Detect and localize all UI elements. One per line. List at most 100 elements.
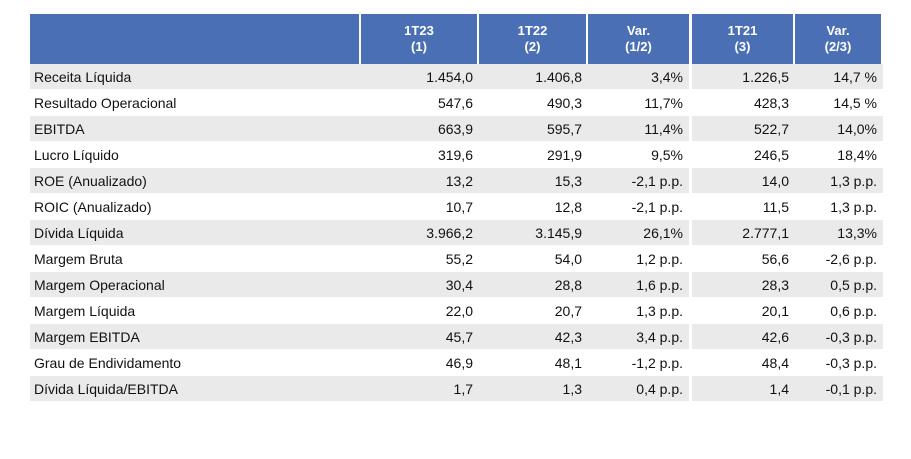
- var-2-3: 13,3%: [795, 220, 883, 246]
- value-1t22: 3.145,9: [479, 220, 588, 246]
- value-1t21: 428,3: [692, 90, 795, 116]
- value-1t22: 42,3: [479, 324, 588, 350]
- var-1-2: 26,1%: [588, 220, 692, 246]
- value-1t22: 1.406,8: [479, 64, 588, 90]
- header-line-1: 1T23: [404, 23, 434, 38]
- table-row: ROE (Anualizado) 13,2 15,3 -2,1 p.p. 14,0 1,3…: [30, 168, 883, 194]
- table-row: Dívida Líquida 3.966,2 3.145,9 26,1% 2.777,1…: [30, 220, 883, 246]
- value-1t22: 1,3: [479, 376, 588, 402]
- value-1t22: 15,3: [479, 168, 588, 194]
- value-1t21: 1.226,5: [692, 64, 795, 90]
- var-2-3: 0,5 p.p.: [795, 272, 883, 298]
- table-row: Receita Líquida 1.454,0 1.406,8 3,4% 1.226,5…: [30, 64, 883, 90]
- var-2-3: 14,7 %: [795, 64, 883, 90]
- var-1-2: 0,4 p.p.: [588, 376, 692, 402]
- header-line-1: 1T22: [517, 23, 548, 38]
- value-1t22: 28,8: [479, 272, 588, 298]
- value-1t21: 28,3: [692, 272, 795, 298]
- value-1t22: 20,7: [479, 298, 588, 324]
- header-line-2: (1): [411, 39, 427, 54]
- value-1t23: 30,4: [361, 272, 479, 298]
- var-2-3: -2,6 p.p.: [795, 246, 883, 272]
- table-row: Margem Líquida 22,0 20,7 1,3 p.p. 20,1 0,6 p.…: [30, 298, 883, 324]
- var-2-3: -0,3 p.p.: [795, 350, 883, 376]
- value-1t21: 14,0: [692, 168, 795, 194]
- col-var-1-2-header: Var. (1/2): [588, 14, 692, 64]
- value-1t23: 1,7: [361, 376, 479, 402]
- value-1t23: 319,6: [361, 142, 479, 168]
- var-1-2: 11,4%: [588, 116, 692, 142]
- table-row: Margem Bruta 55,2 54,0 1,2 p.p. 56,6 -2,6 p.p…: [30, 246, 883, 272]
- row-label: Margem Operacional: [30, 272, 361, 298]
- table-row: Dívida Líquida/EBITDA 1,7 1,3 0,4 p.p. 1,4 -0…: [30, 376, 883, 402]
- value-1t23: 13,2: [361, 168, 479, 194]
- value-1t21: 2.777,1: [692, 220, 795, 246]
- header-line-2: (1/2): [625, 39, 652, 54]
- var-1-2: 3,4%: [588, 64, 692, 90]
- value-1t23: 663,9: [361, 116, 479, 142]
- table-row: EBITDA 663,9 595,7 11,4% 522,7 14,0%: [30, 116, 883, 142]
- value-1t22: 54,0: [479, 246, 588, 272]
- table-row: Lucro Líquido 319,6 291,9 9,5% 246,5 18,4%: [30, 142, 883, 168]
- row-label: Dívida Líquida: [30, 220, 361, 246]
- col-1t22-header: 1T22 (2): [479, 14, 588, 64]
- var-2-3: -0,3 p.p.: [795, 324, 883, 350]
- var-2-3: 14,0%: [795, 116, 883, 142]
- header-line-1: Var.: [626, 23, 651, 38]
- value-1t22: 490,3: [479, 90, 588, 116]
- var-1-2: -2,1 p.p.: [588, 168, 692, 194]
- header-row: 1T23 (1) 1T22 (2) Var. (1/2) 1T21 (3) Var. (2/3): [30, 14, 883, 64]
- financial-table-container: 1T23 (1) 1T22 (2) Var. (1/2) 1T21 (3) Var. (2/3) …: [30, 14, 883, 402]
- value-1t21: 522,7: [692, 116, 795, 142]
- value-1t21: 1,4: [692, 376, 795, 402]
- value-1t23: 547,6: [361, 90, 479, 116]
- var-1-2: 3,4 p.p.: [588, 324, 692, 350]
- header-line-2: (2/3): [824, 39, 852, 54]
- row-label: Dívida Líquida/EBITDA: [30, 376, 361, 402]
- value-1t23: 55,2: [361, 246, 479, 272]
- value-1t23: 3.966,2: [361, 220, 479, 246]
- var-1-2: 1,3 p.p.: [588, 298, 692, 324]
- row-label: EBITDA: [30, 116, 361, 142]
- value-1t23: 10,7: [361, 194, 479, 220]
- var-2-3: 1,3 p.p.: [795, 194, 883, 220]
- table-row: Grau de Endividamento 46,9 48,1 -1,2 p.p. 48…: [30, 350, 883, 376]
- row-label: Receita Líquida: [30, 64, 361, 90]
- var-2-3: 14,5 %: [795, 90, 883, 116]
- value-1t21: 246,5: [692, 142, 795, 168]
- header-line-1: Var.: [826, 23, 850, 38]
- table-row: Margem Operacional 30,4 28,8 1,6 p.p. 28,3 0,…: [30, 272, 883, 298]
- value-1t23: 1.454,0: [361, 64, 479, 90]
- value-1t22: 291,9: [479, 142, 588, 168]
- table-row: Margem EBITDA 45,7 42,3 3,4 p.p. 42,6 -0,3 p.…: [30, 324, 883, 350]
- value-1t21: 20,1: [692, 298, 795, 324]
- label-col-header: [30, 14, 361, 64]
- var-2-3: 18,4%: [795, 142, 883, 168]
- value-1t23: 45,7: [361, 324, 479, 350]
- value-1t21: 42,6: [692, 324, 795, 350]
- value-1t21: 48,4: [692, 350, 795, 376]
- table-body: Receita Líquida 1.454,0 1.406,8 3,4% 1.226,5…: [30, 64, 883, 402]
- row-label: Resultado Operacional: [30, 90, 361, 116]
- col-1t23-header: 1T23 (1): [361, 14, 479, 64]
- col-var-2-3-header: Var. (2/3): [795, 14, 883, 64]
- row-label: Lucro Líquido: [30, 142, 361, 168]
- var-1-2: 1,2 p.p.: [588, 246, 692, 272]
- financial-summary-table: 1T23 (1) 1T22 (2) Var. (1/2) 1T21 (3) Var. (2/3) …: [30, 14, 883, 402]
- var-2-3: 1,3 p.p.: [795, 168, 883, 194]
- row-label: Margem Líquida: [30, 298, 361, 324]
- var-2-3: -0,1 p.p.: [795, 376, 883, 402]
- col-1t21-header: 1T21 (3): [692, 14, 795, 64]
- row-label: ROIC (Anualizado): [30, 194, 361, 220]
- header-line-2: (3): [734, 39, 751, 54]
- header-line-2: (2): [524, 39, 541, 54]
- value-1t22: 48,1: [479, 350, 588, 376]
- value-1t21: 56,6: [692, 246, 795, 272]
- var-1-2: 11,7%: [588, 90, 692, 116]
- value-1t22: 12,8: [479, 194, 588, 220]
- var-1-2: 9,5%: [588, 142, 692, 168]
- table-header: 1T23 (1) 1T22 (2) Var. (1/2) 1T21 (3) Var. (2/3): [30, 14, 883, 64]
- var-2-3: 0,6 p.p.: [795, 298, 883, 324]
- row-label: ROE (Anualizado): [30, 168, 361, 194]
- row-label: Margem Bruta: [30, 246, 361, 272]
